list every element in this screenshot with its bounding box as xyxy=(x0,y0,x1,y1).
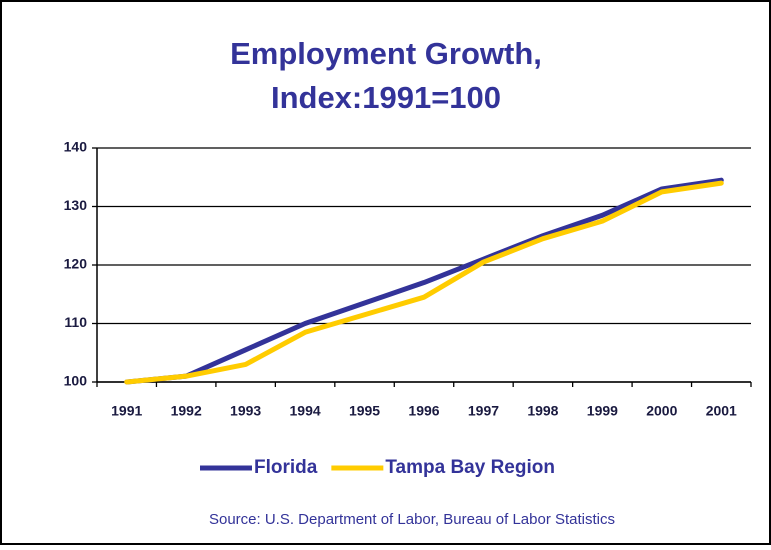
chart-title: Employment Growth, xyxy=(230,36,542,71)
x-tick-label: 1993 xyxy=(230,403,261,419)
x-tick-label: 1999 xyxy=(587,403,618,419)
legend-label: Tampa Bay Region xyxy=(385,457,555,478)
x-tick-label: 1995 xyxy=(349,403,380,419)
x-tick-label: 1994 xyxy=(290,403,321,419)
y-tick-label: 140 xyxy=(64,139,88,155)
x-tick-label: 2001 xyxy=(706,403,737,419)
x-tick-label: 1997 xyxy=(468,403,499,419)
series-line xyxy=(124,177,724,385)
x-tick-label: 2000 xyxy=(646,403,677,419)
y-tick-label: 130 xyxy=(64,197,88,213)
legend-label: Florida xyxy=(254,457,318,478)
x-tick-label: 1996 xyxy=(408,403,439,419)
y-tick-label: 120 xyxy=(64,256,88,272)
series-line xyxy=(124,180,724,385)
x-tick-label: 1992 xyxy=(171,403,202,419)
x-tick-label: 1998 xyxy=(527,403,558,419)
y-tick-label: 100 xyxy=(64,373,88,389)
chart-title: Index:1991=100 xyxy=(271,80,501,115)
y-tick-label: 110 xyxy=(64,314,87,330)
source-note: Source: U.S. Department of Labor, Bureau… xyxy=(209,511,615,528)
x-tick-label: 1991 xyxy=(111,403,142,419)
